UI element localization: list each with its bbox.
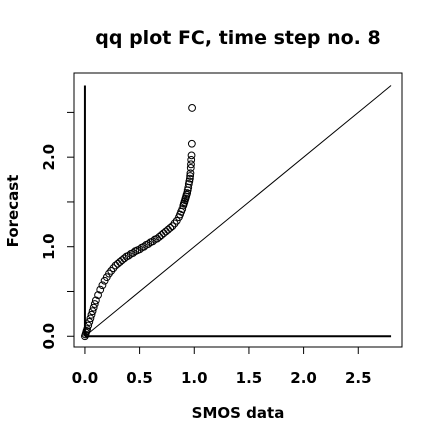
qq-point [166, 224, 175, 232]
qq-point [159, 229, 168, 238]
x-tick-label: 0.0 [72, 369, 99, 387]
qq-point [107, 266, 116, 275]
qq-point [185, 177, 194, 186]
qq-point [96, 285, 105, 294]
qq-point [185, 174, 194, 183]
x-tick-label: 2.5 [345, 369, 372, 387]
qq-point [135, 245, 144, 254]
qq-point [157, 231, 166, 239]
y-tick-label: 2.0 [40, 144, 58, 171]
reference-lines [83, 85, 392, 338]
qq-point [187, 151, 196, 160]
qq-point [88, 307, 97, 316]
qq-point [116, 258, 124, 266]
qq-point [183, 189, 192, 197]
y-tick-label: 0.0 [40, 323, 58, 350]
y-tick-label: 1.0 [40, 233, 58, 260]
x-tick-label: 1.5 [236, 369, 263, 387]
qq-point [186, 164, 195, 172]
qq-point [105, 269, 113, 278]
qq-point [186, 172, 195, 180]
qq-point [124, 251, 133, 260]
identity-line [84, 85, 392, 337]
x-tick-label: 1.0 [181, 369, 208, 387]
qq-point [186, 169, 195, 178]
x-tick-label: 0.5 [126, 369, 153, 387]
qq-point [170, 219, 179, 228]
qq-point [91, 296, 100, 305]
qq-point [84, 321, 93, 330]
qq-point [120, 254, 129, 263]
qq-point [118, 256, 127, 265]
chart-title: qq plot FC, time step no. 8 [95, 27, 380, 49]
qq-point [140, 242, 148, 251]
data-points [81, 104, 196, 341]
qq-point [89, 303, 98, 312]
qq-point [187, 139, 196, 148]
x-axis: 0.0 0.5 1.0 1.5 2.0 2.5 [72, 346, 372, 387]
y-axis-label: Forecast [4, 175, 22, 248]
y-axis: 0.0 1.0 2.0 [40, 111, 75, 350]
qq-point [109, 264, 118, 273]
qq-point [161, 227, 170, 236]
x-axis-label: SMOS data [192, 404, 285, 422]
qq-point [178, 205, 187, 214]
qq-point [83, 325, 92, 333]
qq-point [86, 314, 95, 323]
qq-point [98, 281, 107, 290]
plot-frame [73, 72, 403, 348]
qq-point [188, 104, 196, 112]
qq-point [144, 240, 153, 248]
qq-point [187, 155, 196, 164]
qq-point [94, 291, 102, 299]
qq-point [129, 249, 137, 257]
qq-point [184, 180, 193, 188]
qq-point [168, 222, 177, 231]
qq-point [85, 318, 94, 326]
qq-point [148, 237, 157, 246]
qq-point [90, 300, 99, 308]
qq-point [87, 310, 96, 319]
qq-point [113, 259, 122, 268]
qq-point [164, 225, 172, 234]
x-tick-label: 2.0 [290, 369, 317, 387]
qq-point [187, 160, 195, 169]
